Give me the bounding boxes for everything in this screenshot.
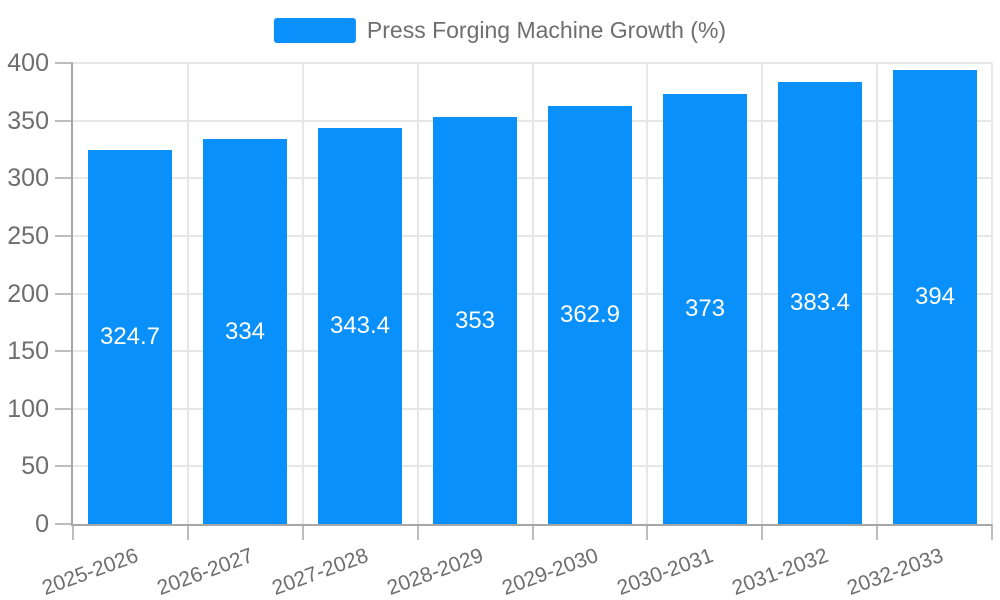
bar[interactable]: 343.4 (318, 128, 402, 524)
x-axis-label: 2032-2033 (843, 544, 946, 600)
x-axis-label: 2030-2031 (613, 544, 716, 600)
bar-value-label: 383.4 (789, 289, 851, 316)
x-axis-label: 2025-2026 (38, 544, 141, 600)
bar-value-label: 324.7 (99, 323, 161, 350)
legend-label: Press Forging Machine Growth (%) (366, 17, 727, 43)
bar[interactable]: 334 (203, 139, 287, 524)
gridline-v (532, 63, 534, 524)
y-axis-tick (55, 465, 73, 467)
bar[interactable]: 353 (433, 117, 517, 524)
y-axis-label: 400 (7, 49, 49, 77)
y-axis-tick (55, 293, 73, 295)
gridline-v (646, 63, 648, 524)
bar-value-label: 334 (224, 317, 266, 345)
gridline-v (761, 63, 763, 524)
bar[interactable]: 383.4 (778, 82, 862, 524)
x-axis-label: 2029-2030 (498, 544, 601, 600)
gridline-v (991, 63, 993, 524)
y-axis-label: 0 (35, 510, 49, 538)
x-axis-tick (761, 524, 763, 540)
y-axis-label: 150 (7, 337, 49, 365)
y-axis-tick (55, 120, 73, 122)
gridline-v (187, 63, 189, 524)
gridline-v (417, 63, 419, 524)
bar-value-label: 353 (454, 306, 496, 334)
bar-value-label: 343.4 (329, 312, 391, 339)
x-axis-tick (302, 524, 304, 540)
gridline-v (876, 63, 878, 524)
y-axis-label: 300 (7, 164, 49, 192)
legend-swatch (273, 18, 356, 43)
x-axis-line (73, 524, 992, 526)
y-axis-label: 200 (7, 280, 49, 308)
y-axis-tick (55, 177, 73, 179)
bar[interactable]: 324.7 (88, 150, 172, 524)
legend[interactable]: Press Forging Machine Growth (%) (273, 17, 727, 44)
y-axis-tick (55, 408, 73, 410)
x-axis-tick (187, 524, 189, 540)
y-axis-line (71, 63, 73, 526)
y-axis-label: 350 (7, 107, 49, 135)
x-axis-tick (876, 524, 878, 540)
bar-value-label: 373 (684, 295, 726, 322)
x-axis-tick (532, 524, 534, 540)
x-axis-label: 2031-2032 (728, 544, 831, 600)
x-axis-tick (991, 524, 993, 540)
y-axis-label: 100 (7, 395, 49, 423)
y-axis-label: 50 (21, 452, 49, 480)
x-axis-label: 2028-2029 (383, 544, 486, 600)
bar[interactable]: 362.9 (548, 106, 632, 524)
bar[interactable]: 394 (893, 70, 977, 524)
x-axis-label: 2027-2028 (268, 544, 371, 600)
y-axis-label: 250 (7, 222, 49, 250)
gridline-v (302, 63, 304, 524)
y-axis-tick (55, 62, 73, 64)
bar-value-label: 394 (914, 283, 956, 310)
x-axis-tick (646, 524, 648, 540)
bar[interactable]: 373 (663, 94, 747, 524)
x-axis-tick (72, 524, 74, 540)
y-axis-tick (55, 523, 73, 525)
x-axis-tick (417, 524, 419, 540)
bar-value-label: 362.9 (559, 301, 621, 328)
y-axis-tick (55, 350, 73, 352)
x-axis-label: 2026-2027 (153, 544, 256, 600)
y-axis-tick (55, 235, 73, 237)
